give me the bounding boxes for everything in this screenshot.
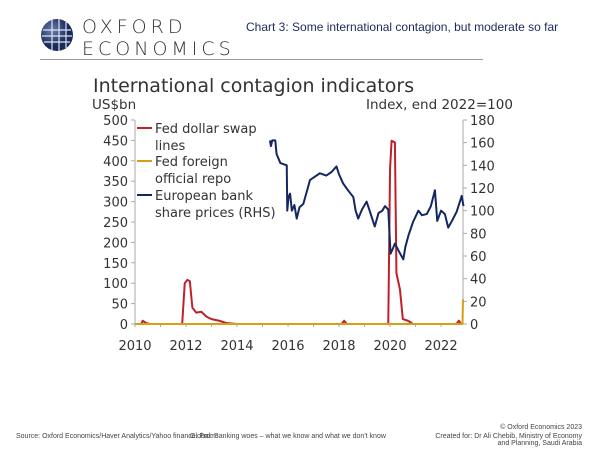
oxford-globe-logo-icon (41, 19, 73, 51)
x-tick-label: 2010 (118, 339, 151, 354)
left-tick-label: 200 (103, 236, 128, 251)
left-tick-label: 350 (103, 175, 128, 190)
left-tick-label: 50 (111, 298, 128, 313)
legend-label: share prices (RHS) (155, 206, 276, 221)
left-tick-label: 150 (103, 257, 128, 272)
left-tick-label: 300 (103, 196, 128, 211)
right-tick-label: 100 (470, 205, 495, 220)
legend-label: official repo (155, 172, 231, 187)
right-tick-label: 140 (470, 159, 495, 174)
x-tick-label: 2020 (374, 339, 407, 354)
chart-title: International contagion indicators (93, 75, 415, 97)
series-line-2 (268, 139, 465, 261)
copyright: © Oxford Economics 2023 (500, 424, 582, 431)
right-tick-label: 180 (470, 114, 495, 129)
legend-label: European bank (155, 189, 254, 204)
legend-label: Fed dollar swap (155, 122, 257, 137)
x-tick-label: 2012 (169, 339, 202, 354)
right-tick-label: 80 (470, 227, 487, 242)
x-tick-label: 2014 (220, 339, 253, 354)
series-line-1 (135, 299, 464, 325)
chart-subtitle: Chart 3: Some international contagion, b… (246, 20, 559, 34)
left-tick-label: 0 (120, 318, 128, 333)
x-tick-label: 2018 (322, 339, 355, 354)
right-axis-label: Index, end 2022=100 (366, 97, 513, 113)
left-tick-label: 100 (103, 277, 128, 292)
legend-label: lines (155, 139, 185, 154)
chart-plot: 0 50 100 150 200 250 300 350 400 450 500 0 20 40 60 80 1… (103, 114, 495, 354)
source-note: Source: Oxford Economics/Haver Analytics… (16, 433, 218, 440)
left-axis-label: US$bn (92, 97, 137, 113)
right-tick-label: 160 (470, 137, 495, 152)
header-divider (40, 59, 483, 60)
left-tick-label: 450 (103, 134, 128, 149)
right-tick-label: 0 (470, 318, 478, 333)
left-tick-label: 250 (103, 216, 128, 231)
x-tick-label: 2022 (425, 339, 458, 354)
right-tick-label: 20 (470, 295, 487, 310)
x-tick-label: 2016 (271, 339, 304, 354)
left-tick-label: 400 (103, 155, 128, 170)
right-tick-label: 60 (470, 250, 487, 265)
right-tick-label: 120 (470, 182, 495, 197)
legend-label: Fed foreign (155, 155, 228, 170)
left-tick-label: 500 (103, 114, 128, 129)
report-title: Global: Banking woes – what we know and … (190, 433, 386, 440)
logo-text: OXFORD ECONOMICS (82, 16, 235, 60)
created-for: Created for: Dr Ali Chebib, Ministry of … (435, 433, 582, 447)
right-tick-label: 40 (470, 273, 487, 288)
